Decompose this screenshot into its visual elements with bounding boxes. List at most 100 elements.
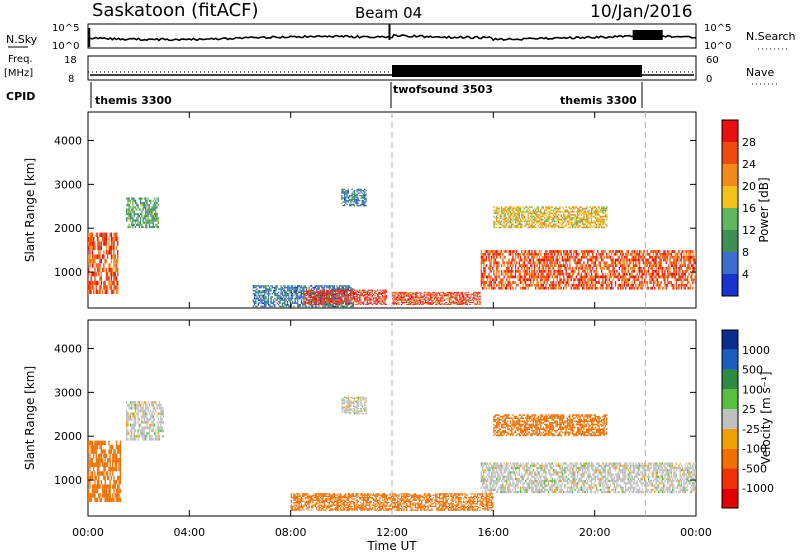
power-cell bbox=[133, 199, 135, 202]
power-cell bbox=[355, 198, 357, 201]
power-cell bbox=[440, 297, 442, 299]
power-cell bbox=[693, 269, 695, 273]
power-cell bbox=[288, 286, 290, 289]
power-cell bbox=[153, 206, 156, 209]
power-cell bbox=[497, 212, 499, 215]
power-cell bbox=[355, 298, 357, 300]
power-cell bbox=[436, 302, 438, 304]
power-cell bbox=[511, 267, 513, 270]
power-cell bbox=[312, 304, 314, 306]
power-cell bbox=[345, 289, 347, 291]
power-cell bbox=[402, 302, 404, 304]
power-cell bbox=[336, 294, 338, 296]
power-cell bbox=[532, 278, 534, 282]
power-cell bbox=[494, 278, 496, 282]
power-cell bbox=[663, 286, 665, 290]
power-cell bbox=[264, 296, 266, 298]
power-cell bbox=[284, 291, 286, 294]
power-cell bbox=[565, 281, 567, 284]
power-cell bbox=[569, 217, 571, 219]
power-cell bbox=[647, 267, 650, 270]
power-cell bbox=[398, 291, 400, 293]
power-cell bbox=[347, 192, 349, 194]
power-cell bbox=[609, 272, 612, 276]
power-cell bbox=[146, 210, 148, 213]
power-cell bbox=[341, 288, 343, 290]
power-cell bbox=[471, 299, 474, 301]
power-cell bbox=[342, 205, 344, 207]
power-cell bbox=[131, 208, 133, 211]
power-cell bbox=[397, 292, 399, 294]
power-cell bbox=[408, 295, 410, 297]
power-cell bbox=[668, 272, 670, 276]
power-cell bbox=[679, 258, 681, 262]
power-cell bbox=[146, 219, 148, 222]
power-cell bbox=[521, 281, 523, 284]
power-cell bbox=[555, 220, 557, 222]
power-cell bbox=[658, 283, 660, 287]
power-cell bbox=[348, 295, 351, 297]
power-cell bbox=[587, 258, 589, 262]
power-cell bbox=[350, 289, 352, 291]
power-cell bbox=[552, 209, 555, 211]
power-cell bbox=[265, 302, 267, 304]
power-cell bbox=[398, 294, 400, 296]
power-cell bbox=[96, 237, 99, 242]
power-cell bbox=[345, 193, 347, 195]
power-cell bbox=[265, 304, 267, 306]
power-cell bbox=[688, 264, 690, 267]
power-cell bbox=[281, 293, 284, 295]
power-cell bbox=[570, 278, 572, 282]
power-cell bbox=[347, 288, 349, 290]
power-cell bbox=[126, 212, 128, 216]
power-cell bbox=[530, 275, 532, 279]
power-cell bbox=[551, 218, 553, 221]
power-cell bbox=[452, 292, 455, 294]
power-cell bbox=[278, 288, 280, 290]
power-cell bbox=[551, 258, 553, 262]
power-cell bbox=[359, 192, 361, 194]
power-cell bbox=[308, 305, 310, 308]
power-cell bbox=[623, 258, 626, 262]
power-cell bbox=[354, 197, 356, 199]
power-cell bbox=[590, 220, 593, 222]
power-cell bbox=[260, 294, 262, 297]
power-cell bbox=[540, 215, 542, 218]
power-cell bbox=[573, 207, 575, 210]
power-cell bbox=[418, 302, 420, 304]
power-cell bbox=[365, 190, 367, 192]
power-cell bbox=[670, 281, 672, 284]
power-cell bbox=[440, 304, 442, 305]
power-cell bbox=[476, 303, 479, 305]
power-cell bbox=[350, 296, 352, 298]
power-cell bbox=[157, 221, 159, 224]
power-cell bbox=[338, 286, 341, 289]
power-cell bbox=[509, 261, 512, 265]
power-cell bbox=[375, 297, 377, 299]
power-cell bbox=[319, 294, 322, 296]
power-cell bbox=[438, 300, 441, 302]
power-cell bbox=[424, 299, 427, 301]
power-cell bbox=[278, 300, 280, 303]
power-cell bbox=[143, 206, 145, 209]
power-cell bbox=[650, 281, 652, 284]
power-cell bbox=[369, 300, 371, 302]
power-cell bbox=[587, 220, 589, 222]
power-cell bbox=[127, 219, 129, 222]
power-cell bbox=[688, 258, 690, 262]
power-cell bbox=[649, 275, 651, 279]
power-cell bbox=[326, 302, 328, 304]
power-cell bbox=[96, 232, 99, 237]
power-cell bbox=[564, 250, 566, 253]
power-cell bbox=[356, 197, 358, 199]
power-cell bbox=[585, 250, 588, 253]
power-cell bbox=[576, 212, 579, 215]
power-cell bbox=[133, 212, 135, 216]
power-cell bbox=[445, 299, 447, 301]
power-cell bbox=[533, 252, 536, 256]
power-cell bbox=[89, 232, 91, 237]
power-cell bbox=[521, 215, 523, 218]
power-cell bbox=[360, 294, 362, 296]
power-cell bbox=[612, 261, 614, 265]
power-cell bbox=[265, 288, 267, 290]
